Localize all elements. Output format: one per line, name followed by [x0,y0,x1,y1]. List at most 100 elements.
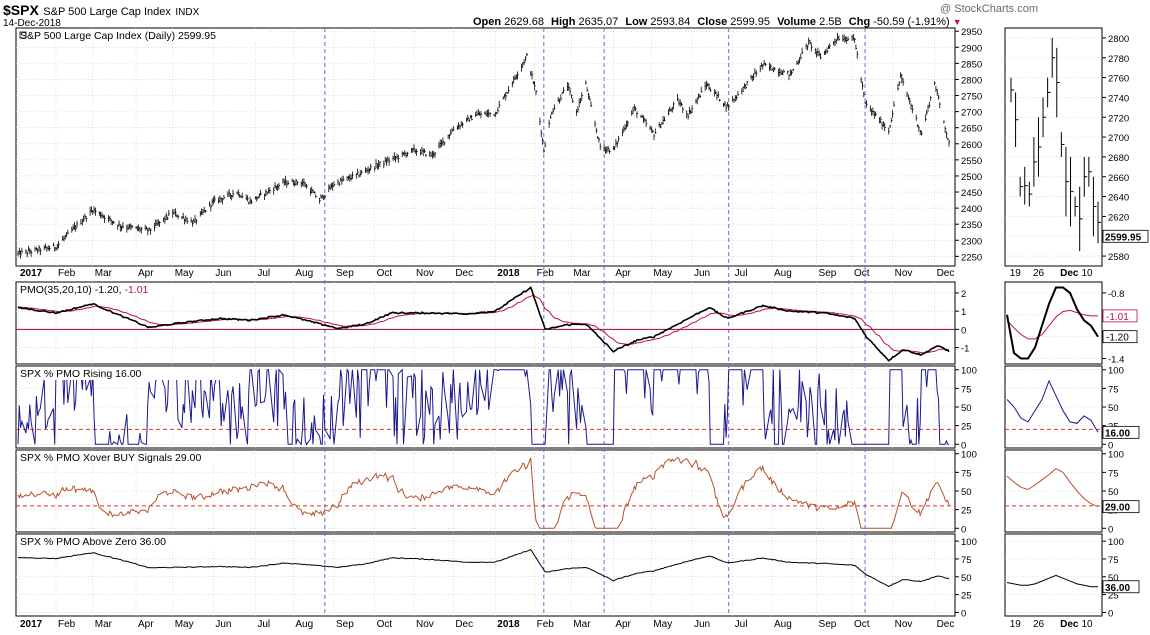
zoom-pmo-xover-y-tick-label: 100 [1108,450,1124,461]
x-tick-label: Jun [215,268,231,279]
zoom-pmo-above-line [1006,574,1098,588]
price-y-tick-label: 2850 [961,59,982,70]
price-y-tick-label: 2750 [961,92,982,103]
x-tick-label: Sep [336,619,354,630]
zoom-pmo-rising-y-tick-label: 0 [1108,440,1113,451]
x-tick-label: Nov [416,268,434,279]
title-row: $SPX S&P 500 Large Cap Index INDX [3,2,199,20]
zoom-pmo-xover-y-tick-label: 75 [1108,468,1119,479]
x-tick-label: 2018 [497,619,520,630]
volume-value: 2.5B [819,16,842,28]
pmo-y-tick-label: 1 [961,307,966,318]
zoom-price-y-tick-label: 2640 [1108,193,1129,204]
price-y-tick-label: 2350 [961,220,982,231]
zoom-pmo-line [1006,286,1099,360]
zoom-pmo-above-y-tick-label: 0 [1108,608,1113,619]
zoom-x-tick-label: 26 [1033,268,1045,279]
x-tick-label: Oct [377,268,393,279]
zoom-pmo-rising-line [1006,379,1099,433]
zoom-pmo-above-last-label: 36.00 [1105,583,1130,594]
zoom-price-y-tick-label: 2780 [1108,54,1129,65]
price-y-tick-label: 2700 [961,108,982,119]
x-tick-label: Dec [937,268,955,279]
x-tick-label: Nov [895,619,913,630]
zoom-price-y-tick-label: 2580 [1108,252,1129,263]
x-tick-label: Jun [694,619,710,630]
high-value: 2635.07 [578,16,619,28]
chart-date: 14-Dec-2018 [3,18,61,29]
zoom-pmo-rising-last-box [1102,425,1140,439]
price-y-tick-label: 2800 [961,75,982,86]
pmo-signal-value: -1.01 [124,284,148,296]
pmo-xover-y-tick-label: 0 [961,524,966,535]
pmo-xover-y-tick-label: 50 [961,487,972,498]
x-tick-label: Oct [377,619,393,630]
zoom-pmo-y-tick-label: -0.8 [1108,289,1124,300]
price-y-tick-label: 2950 [961,27,982,38]
x-tick-label: 2018 [497,268,520,279]
close-value: 2599.95 [730,16,771,28]
ohlc-row: Open 2629.68 High 2635.07 Low 2593.84 Cl… [473,16,962,28]
zoom-pmo-box [1102,330,1138,344]
price-legend-swatch [19,31,27,39]
price-y-tick-label: 2500 [961,172,982,183]
zoom-pmo-above-y-tick-label: 50 [1108,573,1119,584]
zoom-pmo-rising-y-tick-label: 75 [1108,384,1119,395]
x-tick-label: Apr [615,619,631,630]
zoom-pmo-xover-y-tick-label: 0 [1108,524,1113,535]
pmo-y-tick-label: -1 [961,344,969,355]
zoom-pmo-above-y-tick-label: 100 [1108,537,1124,548]
zoom-frame-price [1004,27,1103,267]
zoom-price-last-label: 2599.95 [1105,232,1142,243]
chg-value: -50.59 (-1.91%) [873,16,950,28]
price-y-tick-label: 2550 [961,156,982,167]
pmo-xover-title: SPX % PMO Xover BUY Signals 29.00 [20,452,201,464]
zoom-x-tick-label: 19 [1010,619,1022,630]
pmo-rising-y-tick-label: 100 [961,366,977,377]
pmo-above-line [17,548,950,588]
pmo-above-y-tick-label: 100 [961,537,977,548]
chg-label: Chg [848,16,871,28]
x-tick-label: Sep [819,619,837,630]
pmo-xover-line [17,456,950,529]
pmo-rising-title: SPX % PMO Rising 16.00 [20,368,142,380]
zoom-price-last-box [1102,229,1149,243]
zoom-x-tick-label: 10 [1081,268,1093,279]
zoom-signal-label: -1.01 [1106,312,1129,323]
exchange: INDX [175,7,200,18]
x-tick-label: May [175,268,194,279]
symbol: $SPX [3,2,39,18]
zoom-price-y-tick-label: 2700 [1108,133,1129,144]
pmo-rising-y-tick-label: 50 [961,403,972,414]
x-tick-label: Mar [573,268,591,279]
pmo-rising-title-bg [18,367,246,380]
price-y-tick-label: 2250 [961,252,982,263]
low-label: Low [625,16,648,28]
x-tick-label: Feb [58,268,76,279]
x-tick-label: Mar [573,619,591,630]
zoom-pmo-xover-last-box [1102,500,1140,514]
pmo-xover-y-tick-label: 100 [961,450,977,461]
price-y-tick-label: 2650 [961,124,982,135]
zoom-pmo-xover-line [1006,467,1099,508]
x-tick-label: Feb [537,268,555,279]
x-tick-label: Mar [95,268,113,279]
zoom-pmo-xover-y-tick-label: 50 [1108,487,1119,498]
x-tick-label: Dec [455,619,473,630]
x-tick-label: Feb [58,619,76,630]
price-y-tick-label: 2600 [961,140,982,151]
price-y-tick-label: 2900 [961,43,982,54]
zoom-pmo-xover-last-label: 29.00 [1105,503,1130,514]
x-tick-label: Apr [138,268,154,279]
x-tick-label: Dec [937,619,955,630]
pmo-above-title-bg [18,535,246,548]
open-value: 2629.68 [504,16,544,28]
x-tick-label: Nov [416,619,434,630]
pmo-xover-y-tick-label: 25 [961,506,972,517]
zoom-pmo-above-last-box [1102,580,1140,594]
low-value: 2593.84 [650,16,691,28]
x-tick-label: Mar [95,619,113,630]
x-tick-label: Aug [774,619,792,630]
x-tick-label: Jul [735,268,748,279]
